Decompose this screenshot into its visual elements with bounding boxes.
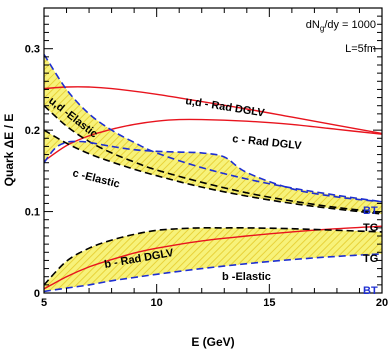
c-elastic-label: c -Elastic <box>71 167 121 190</box>
x-axis-label: E (GeV) <box>191 335 234 349</box>
y-tick-label: 0.2 <box>25 125 40 137</box>
tg-upper-label: TG <box>363 222 378 234</box>
x-tick-label: 5 <box>41 297 47 309</box>
dndy-subscript: g <box>320 24 324 33</box>
series-line-7 <box>44 227 382 286</box>
x-tick-label: 15 <box>263 297 275 309</box>
elastic-bands <box>44 54 382 292</box>
y-tick-label: 0 <box>34 288 40 300</box>
b-elastic-label: b -Elastic <box>222 271 271 283</box>
series-line-1 <box>44 118 382 162</box>
series-line-8 <box>44 253 382 293</box>
band-2 <box>44 227 382 292</box>
dndy-main: dN <box>306 19 320 31</box>
y-tick-label: 0.3 <box>25 44 40 56</box>
y-axis-label: Quark ΔE / E <box>2 114 16 187</box>
ud-rad-label: u,d - Rad DGLV <box>185 95 266 119</box>
series-lines <box>44 53 382 293</box>
y-tick-label: 0.1 <box>25 207 40 219</box>
dndy-annotation: dNg/dy = 1000 <box>306 19 376 33</box>
band-1 <box>44 130 382 214</box>
series-line-4 <box>44 105 382 214</box>
c-rad-label: c - Rad DGLV <box>232 133 303 152</box>
x-tick-label: 10 <box>151 297 163 309</box>
series-line-5 <box>44 140 382 203</box>
plot-border <box>43 7 383 294</box>
axis-ticks: 5 10 15 20 0 0.1 0.2 0.3 <box>25 7 388 309</box>
dndy-rest: /dy = 1000 <box>324 19 376 31</box>
x-tick-label: 20 <box>376 297 388 309</box>
length-annotation: L=5fm <box>345 43 376 55</box>
series-line-2 <box>44 225 382 290</box>
series-line-6 <box>44 129 382 215</box>
tg-lower-label: TG <box>363 253 378 265</box>
plot-frame <box>43 7 383 294</box>
series-line-0 <box>44 86 382 135</box>
bt-lower-label: BT <box>363 285 378 297</box>
bt-upper-label: BT <box>363 205 378 217</box>
